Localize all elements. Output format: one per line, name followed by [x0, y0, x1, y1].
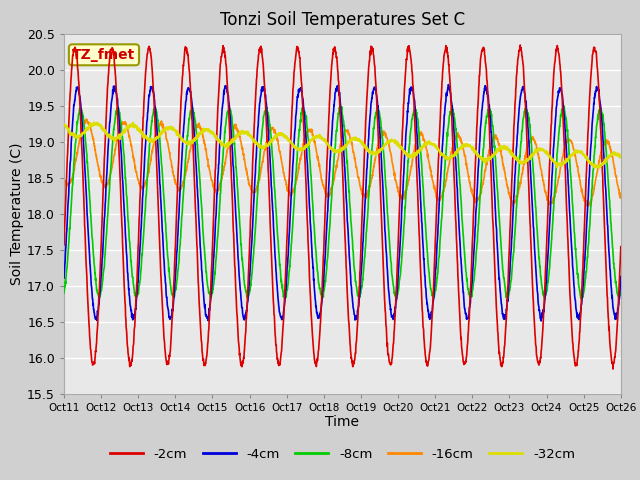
Text: TZ_fmet: TZ_fmet	[72, 48, 136, 62]
Y-axis label: Soil Temperature (C): Soil Temperature (C)	[10, 143, 24, 285]
X-axis label: Time: Time	[325, 415, 360, 430]
Legend: -2cm, -4cm, -8cm, -16cm, -32cm: -2cm, -4cm, -8cm, -16cm, -32cm	[104, 443, 580, 466]
Title: Tonzi Soil Temperatures Set C: Tonzi Soil Temperatures Set C	[220, 11, 465, 29]
